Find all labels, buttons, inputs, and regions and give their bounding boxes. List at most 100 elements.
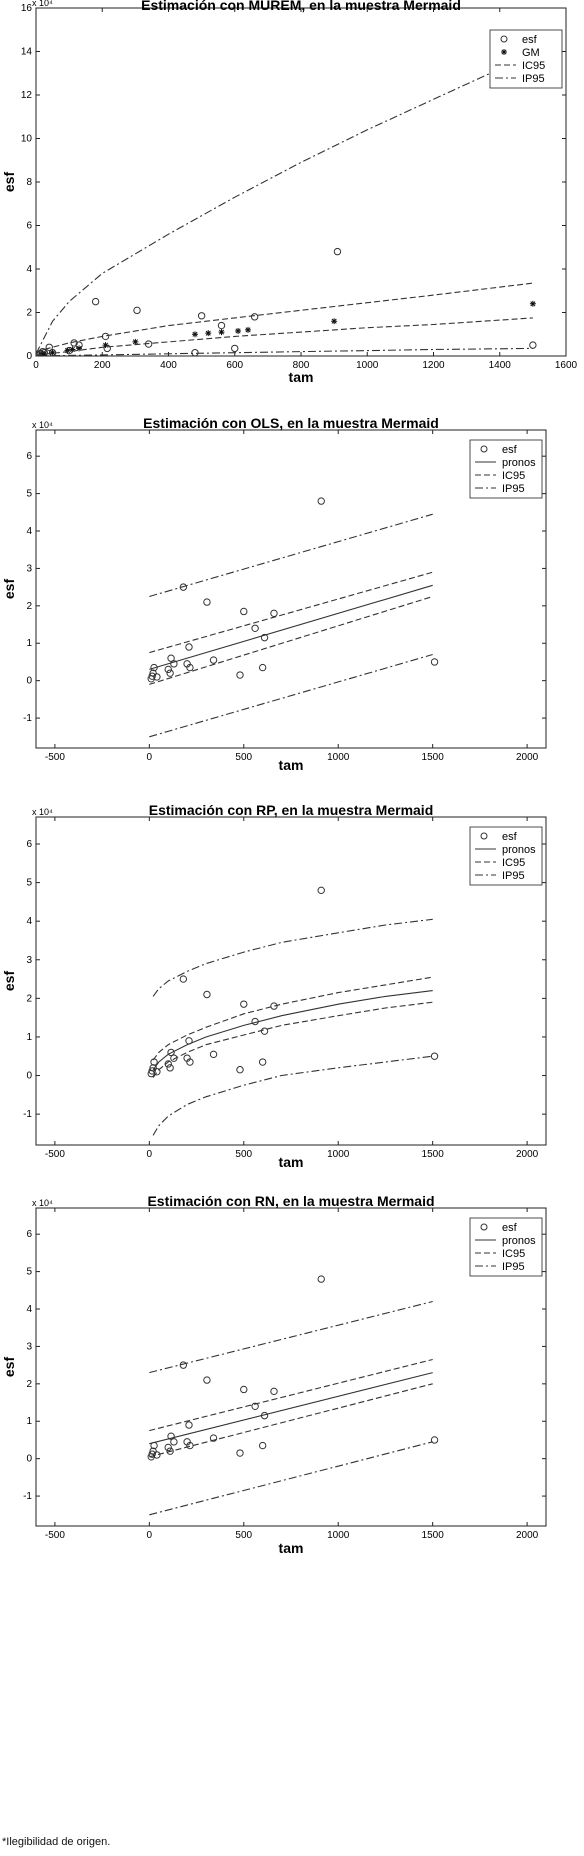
data-point-gm	[41, 350, 48, 356]
data-point-esf	[236, 671, 244, 679]
legend-sample-esf	[480, 832, 488, 840]
data-point-esf	[333, 247, 342, 256]
series-line-pronos	[149, 584, 433, 670]
y-multiplier: x 10⁴	[32, 420, 53, 430]
series-line-ic95	[149, 571, 433, 654]
data-point-gm	[192, 331, 198, 338]
data-point-gm	[529, 300, 536, 307]
data-point-esf	[170, 1438, 178, 1446]
data-point-gm	[205, 330, 212, 337]
series-line-ic95	[36, 317, 533, 356]
legend-label: IP95	[502, 483, 525, 495]
x-tick-label: 1000	[327, 752, 350, 763]
y-tick-label: 8	[26, 177, 32, 188]
legend-label: IP95	[502, 1261, 525, 1273]
legend-label: esf	[522, 34, 538, 46]
legend-label: IP95	[502, 870, 525, 882]
series-line-ic95	[152, 976, 433, 1061]
data-point-esf	[149, 669, 157, 677]
data-point-esf	[203, 990, 211, 999]
series-line-ip95	[152, 918, 433, 997]
chart-3: Estimación con RP, en la muestra Mermaid…	[1, 802, 547, 1170]
y-tick-label: -1	[23, 1109, 32, 1120]
y-tick-label: 3	[26, 1341, 32, 1352]
data-point-esf	[166, 669, 174, 677]
series-line-pronos	[152, 990, 433, 1071]
series-line-ic95	[36, 282, 533, 353]
data-point-esf	[217, 321, 226, 330]
y-tick-label: 2	[26, 308, 32, 319]
y-axis-label: esf	[1, 1357, 17, 1378]
data-point-esf	[167, 1432, 175, 1440]
legend-label: IP95	[522, 73, 545, 85]
data-point-esf	[153, 1067, 161, 1076]
data-point-gm	[331, 318, 338, 325]
y-tick-label: 1	[26, 1032, 32, 1043]
series-line-ip95	[152, 1055, 433, 1136]
data-point-esf	[101, 332, 110, 341]
x-tick-label: 1200	[422, 360, 445, 371]
data-point-esf	[170, 1054, 178, 1062]
x-tick-label: 600	[226, 360, 243, 371]
x-tick-label: 500	[235, 1149, 252, 1160]
plot-area	[147, 497, 439, 738]
legend-label: pronos	[502, 457, 536, 469]
x-tick-label: 0	[33, 360, 39, 371]
data-point-esf	[179, 1361, 188, 1369]
data-point-esf	[209, 1434, 218, 1442]
data-point-esf	[149, 1064, 157, 1072]
x-tick-label: 1500	[422, 1149, 445, 1160]
series-line-ip95	[36, 53, 534, 355]
legend-label: esf	[502, 831, 518, 843]
data-point-esf	[148, 1067, 156, 1075]
data-point-esf	[251, 624, 259, 632]
data-point-gm	[76, 345, 83, 352]
data-point-esf	[197, 312, 206, 320]
y-tick-label: 5	[26, 489, 32, 500]
legend-sample-esf	[480, 1223, 488, 1231]
series-line-ic95	[149, 1358, 433, 1432]
plot-area	[147, 886, 439, 1136]
data-point-esf	[258, 1441, 267, 1450]
data-point-gm	[218, 329, 225, 336]
series-line-ip95	[149, 513, 433, 598]
data-point-esf	[133, 306, 141, 315]
data-point-esf	[186, 663, 194, 672]
y-tick-label: 0	[26, 676, 32, 687]
series-line-ic95	[149, 1383, 433, 1458]
x-tick-label: 2000	[516, 752, 539, 763]
data-point-esf	[270, 609, 278, 618]
y-multiplier: x 10⁴	[32, 807, 53, 817]
data-point-esf	[529, 341, 537, 349]
y-axis-label: esf	[1, 971, 17, 992]
x-tick-label: 2000	[516, 1149, 539, 1160]
series-line-ip95	[36, 347, 533, 356]
legend-label: pronos	[502, 1235, 536, 1247]
data-point-esf	[240, 607, 248, 616]
data-point-esf	[430, 1436, 439, 1444]
series-line-ip95	[149, 653, 433, 738]
y-tick-label: 4	[26, 264, 32, 275]
data-point-esf	[153, 673, 161, 681]
x-tick-label: 1600	[555, 360, 578, 371]
plot-area	[36, 53, 537, 356]
y-tick-label: 2	[26, 993, 32, 1004]
y-tick-label: 2	[26, 601, 32, 612]
y-tick-label: -1	[23, 1491, 32, 1502]
x-tick-label: 1400	[489, 360, 512, 371]
y-tick-label: 4	[26, 1304, 32, 1315]
data-point-esf	[191, 349, 199, 356]
legend-sample-gm	[501, 49, 507, 55]
series-line-ip95	[149, 1300, 433, 1374]
data-point-gm	[245, 326, 251, 333]
x-axis-label: tam	[279, 1154, 304, 1170]
data-point-esf	[166, 1447, 174, 1455]
y-tick-label: 10	[21, 134, 33, 145]
y-axis-label: esf	[1, 172, 17, 193]
x-tick-label: 1500	[422, 752, 445, 763]
data-point-esf	[148, 672, 156, 680]
data-point-esf	[231, 344, 239, 353]
y-tick-label: 1	[26, 1416, 32, 1427]
